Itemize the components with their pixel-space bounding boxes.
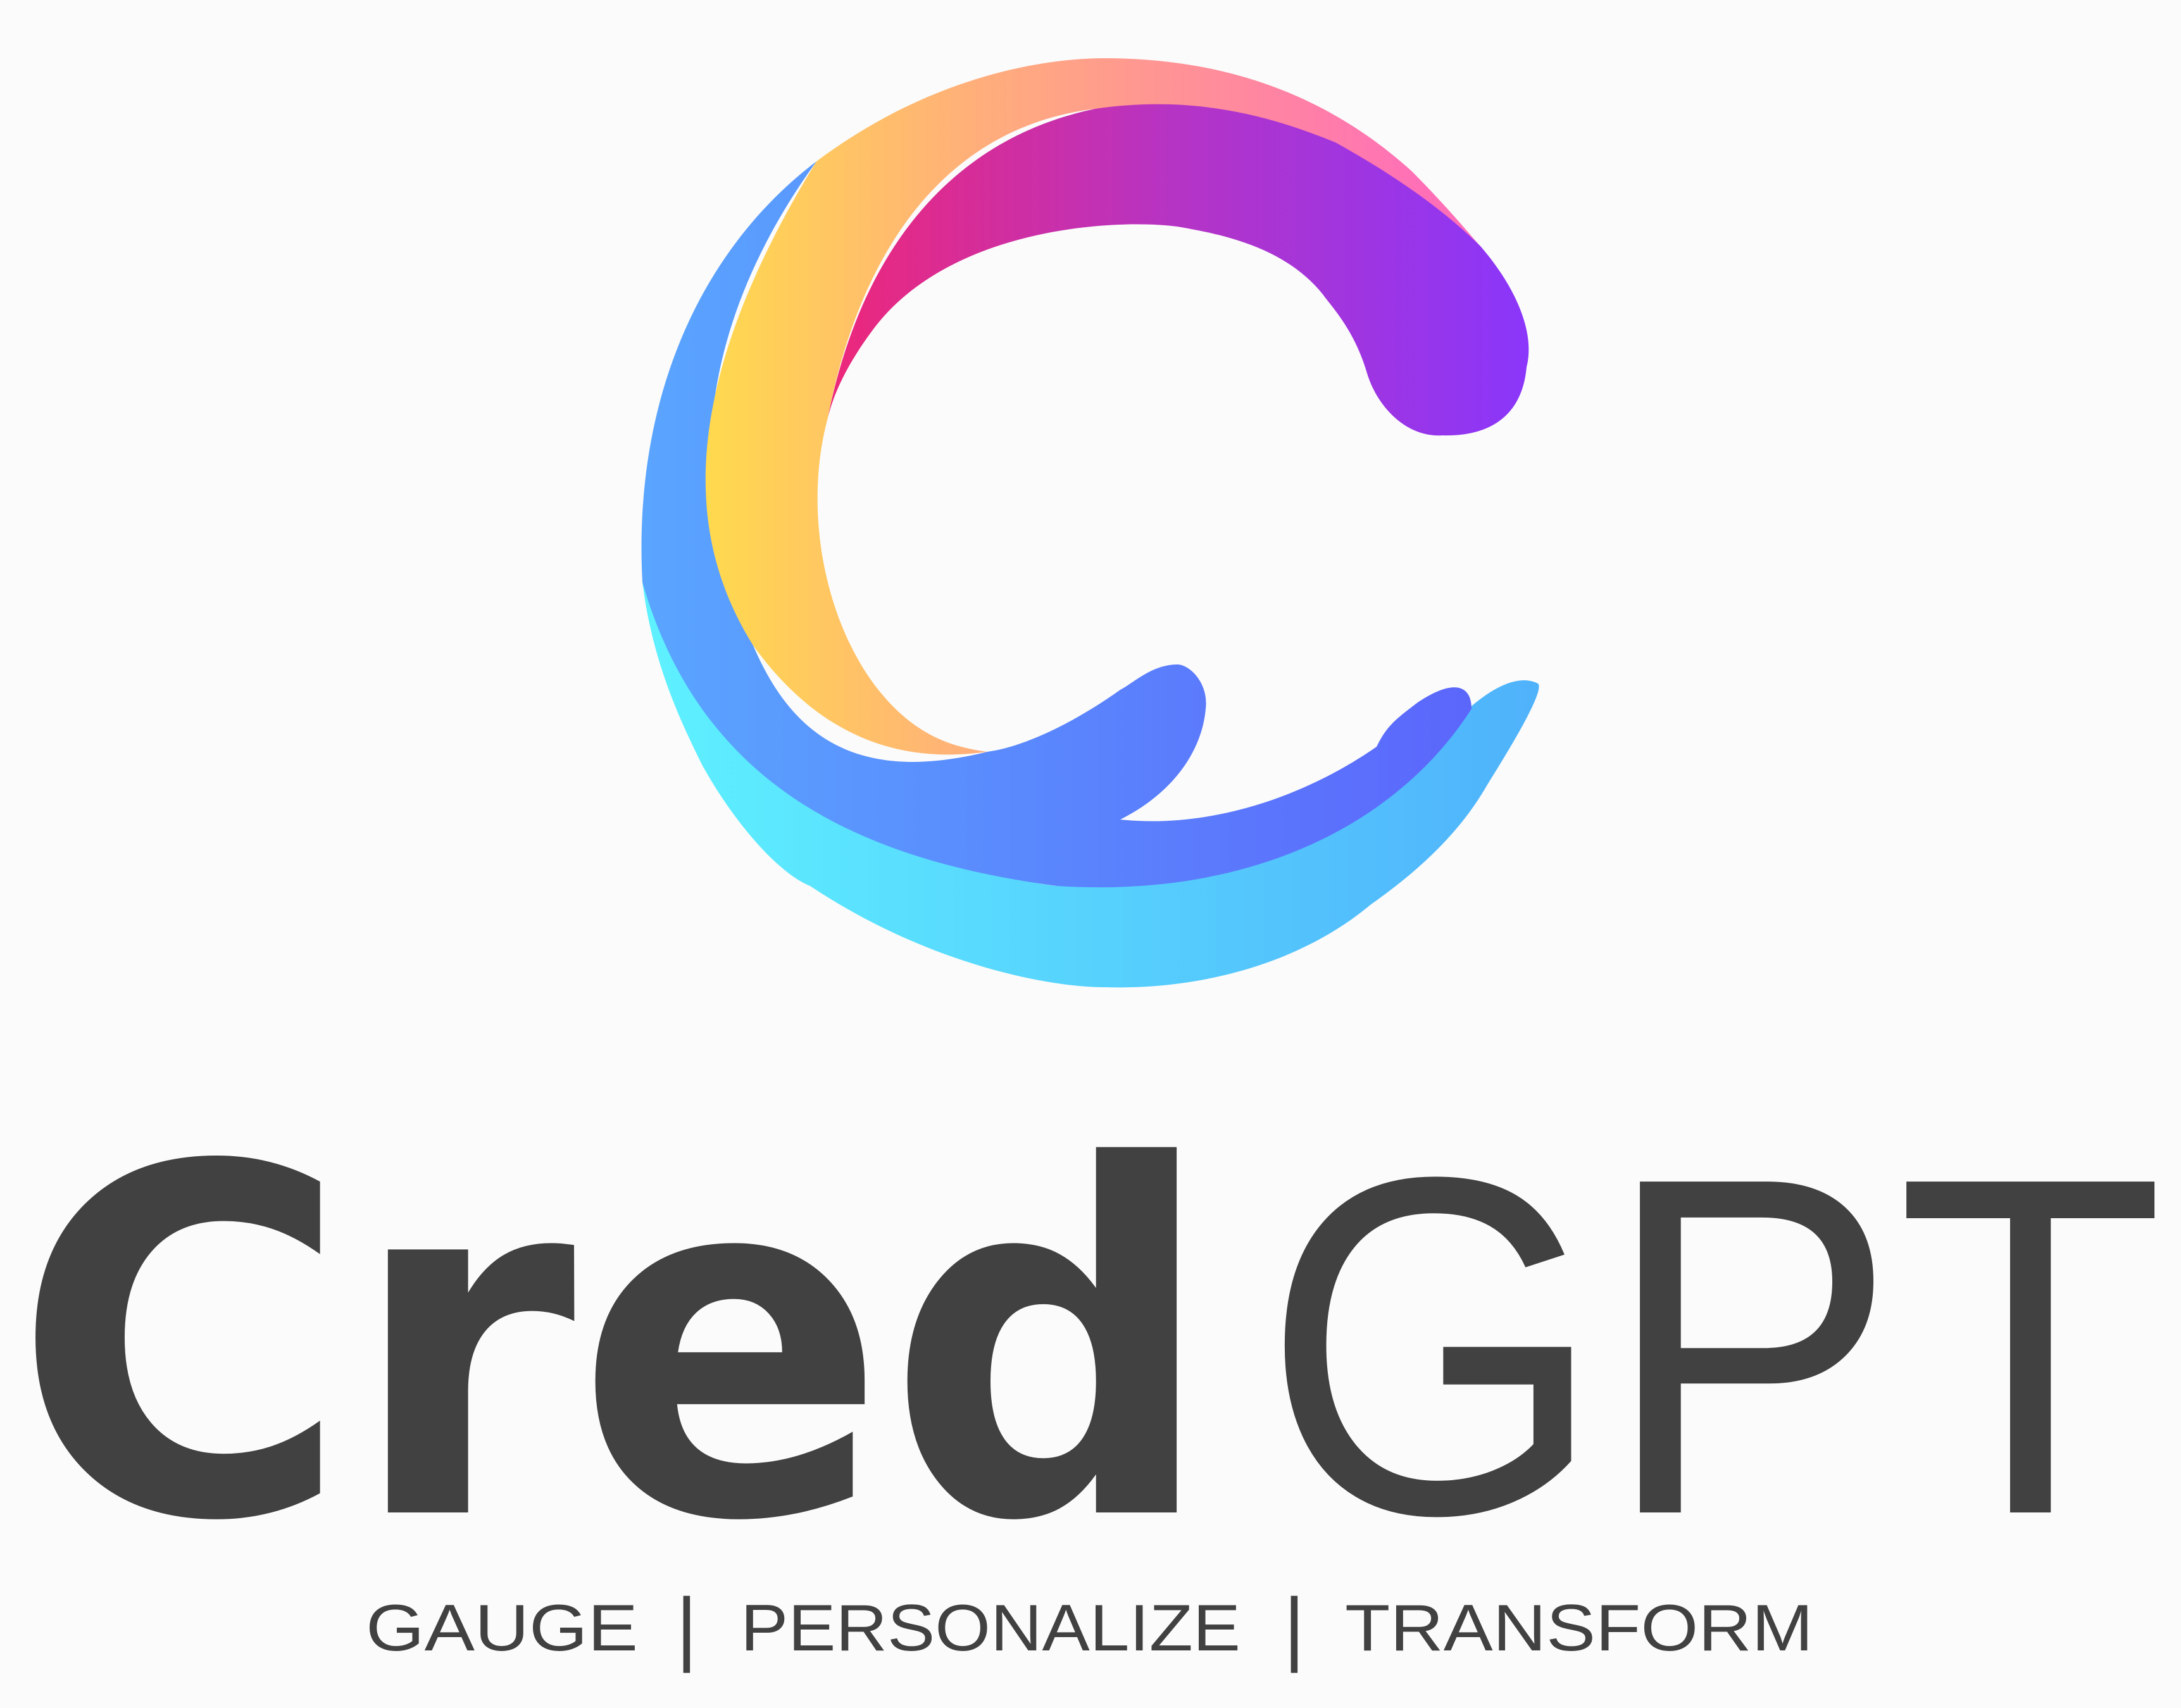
tagline-word-personalize: PERSONALIZE — [741, 1592, 1240, 1665]
brand-name-bold: Cred — [13, 1114, 1215, 1531]
tagline-separator-2: | — [1284, 1581, 1305, 1673]
brand-name-light: GPT — [1263, 1114, 2165, 1531]
wordmark: Cred GPT — [13, 1114, 2165, 1531]
tagline-separator-1: | — [676, 1581, 697, 1673]
tagline-word-transform: TRANSFORM — [1345, 1592, 1813, 1665]
stylized-c-swirl-icon — [641, 58, 1539, 988]
tagline: GAUGE | PERSONALIZE | TRANSFORM — [366, 1581, 1813, 1673]
tagline-word-gauge: GAUGE — [366, 1592, 638, 1665]
